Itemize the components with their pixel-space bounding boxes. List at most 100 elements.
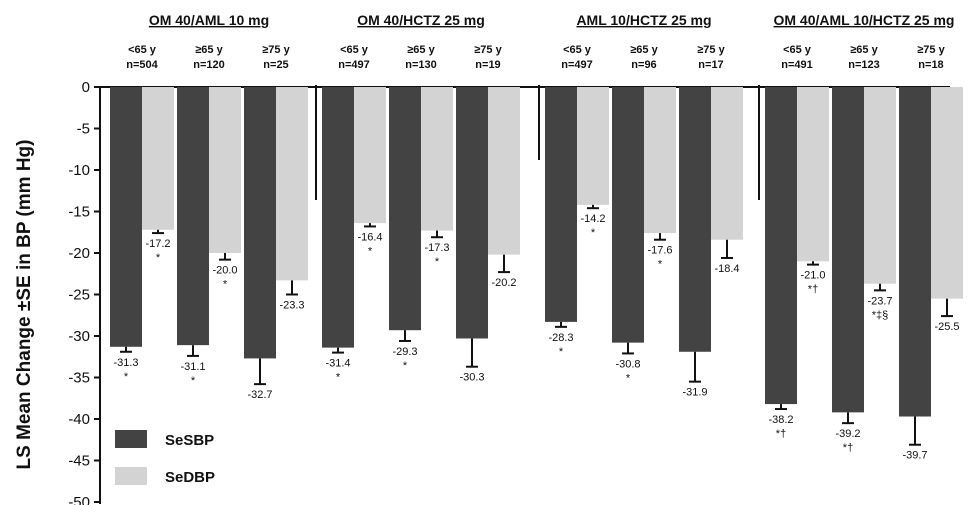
subgroup-age: ≥65 y <box>407 44 435 56</box>
dbp-significance-mark: * <box>368 245 373 257</box>
sbp-bar <box>899 87 931 417</box>
bars: -31.3 * -17.2 * -31.1 * -20.0 * -32.7 -23.3 -31.4 *… <box>110 87 963 462</box>
dbp-bar <box>354 87 386 224</box>
sbp-bar <box>456 87 488 339</box>
dbp-value-label: -17.2 <box>145 238 170 250</box>
dbp-bar <box>421 87 453 231</box>
subgroup-n: n=18 <box>918 59 943 71</box>
dbp-bar <box>276 87 308 281</box>
sbp-value-label: -38.2 <box>768 414 793 426</box>
group-separators <box>315 85 760 200</box>
sbp-significance-mark: *† <box>776 428 786 440</box>
dbp-significance-mark: * <box>591 227 596 239</box>
subgroup-headers: <65 y n=504 ≥65 y n=120 ≥75 y n=25 <65 y n=497 ≥… <box>126 44 945 71</box>
sbp-significance-mark: * <box>191 375 196 387</box>
subgroup-age: ≥65 y <box>630 44 658 56</box>
subgroup-n: n=17 <box>698 59 723 71</box>
sbp-significance-mark: * <box>336 372 341 384</box>
subgroup-n: n=497 <box>338 59 370 71</box>
dbp-value-label: -17.6 <box>647 245 672 257</box>
y-tick-label: -45 <box>68 453 90 470</box>
dbp-significance-mark: *† <box>808 284 818 296</box>
sbp-value-label: -32.7 <box>247 389 272 401</box>
subgroup-n: n=497 <box>561 59 593 71</box>
sbp-value-label: -30.8 <box>615 358 640 370</box>
sbp-significance-mark: *† <box>843 442 853 454</box>
subgroup-n: n=123 <box>848 59 880 71</box>
dbp-value-label: -20.0 <box>212 265 237 277</box>
dbp-value-label: -23.7 <box>867 295 892 307</box>
dbp-bar <box>488 87 520 255</box>
dbp-value-label: -16.4 <box>357 231 382 243</box>
sbp-bar <box>244 87 276 359</box>
subgroup-age: ≥75 y <box>474 44 502 56</box>
y-axis-label: LS Mean Change ±SE in BP (mm Hg) <box>14 140 35 470</box>
dbp-significance-mark: * <box>223 279 228 291</box>
sbp-value-label: -28.3 <box>548 332 573 344</box>
y-tick-label: -35 <box>68 370 90 387</box>
subgroup-n: n=25 <box>263 59 288 71</box>
dbp-value-label: -20.2 <box>491 277 516 289</box>
y-tick-label: -10 <box>68 162 90 179</box>
group-title: OM 40/HCTZ 25 mg <box>357 12 485 28</box>
dbp-bar <box>142 87 174 230</box>
dbp-bar <box>864 87 896 284</box>
sbp-bar <box>110 87 142 347</box>
subgroup-n: n=504 <box>126 59 158 71</box>
sbp-significance-mark: * <box>403 360 408 372</box>
y-tick-label: -50 <box>68 494 90 505</box>
subgroup-n: n=19 <box>475 59 500 71</box>
group-title: OM 40/AML 10/HCTZ 25 mg <box>773 12 954 28</box>
y-tick-label: -5 <box>77 121 90 138</box>
sbp-bar <box>389 87 421 331</box>
dbp-bar <box>931 87 963 299</box>
group-title: OM 40/AML 10 mg <box>149 12 269 28</box>
sbp-value-label: -39.2 <box>835 428 860 440</box>
dbp-bar <box>711 87 743 240</box>
sbp-significance-mark: * <box>124 371 129 383</box>
legend-label-sesbp: SeSBP <box>165 432 214 449</box>
sbp-significance-mark: * <box>626 372 631 384</box>
legend-swatch-sesbp <box>115 430 147 448</box>
legend: SeSBP SeDBP <box>115 430 215 486</box>
sbp-bar <box>177 87 209 346</box>
dbp-bar <box>797 87 829 262</box>
dbp-significance-mark: *‡§ <box>872 309 889 321</box>
y-tick-label: 0 <box>82 79 90 96</box>
dbp-value-label: -17.3 <box>424 242 449 254</box>
subgroup-age: <65 y <box>563 44 592 56</box>
subgroup-n: n=96 <box>631 59 656 71</box>
sbp-bar <box>322 87 354 348</box>
dbp-value-label: -23.3 <box>279 300 304 312</box>
y-tick-label: -40 <box>68 411 90 428</box>
subgroup-age: <65 y <box>128 44 157 56</box>
dbp-significance-mark: * <box>435 256 440 268</box>
sbp-value-label: -31.1 <box>180 361 205 373</box>
subgroup-age: ≥65 y <box>850 44 878 56</box>
y-tick-label: -25 <box>68 287 90 304</box>
group-titles: OM 40/AML 10 mg OM 40/HCTZ 25 mg AML 10/HC… <box>149 12 955 28</box>
sbp-bar <box>545 87 577 322</box>
sbp-bar <box>679 87 711 352</box>
sbp-value-label: -31.3 <box>113 357 138 369</box>
dbp-significance-mark: * <box>658 259 663 271</box>
sbp-value-label: -31.4 <box>325 358 350 370</box>
dbp-value-label: -21.0 <box>800 270 825 282</box>
sbp-value-label: -39.7 <box>902 450 927 462</box>
subgroup-age: <65 y <box>783 44 812 56</box>
subgroup-n: n=120 <box>193 59 225 71</box>
sbp-bar <box>612 87 644 343</box>
subgroup-n: n=491 <box>781 59 813 71</box>
legend-swatch-sedbp <box>115 467 147 485</box>
dbp-bar <box>209 87 241 253</box>
y-tick-label: -15 <box>68 204 90 221</box>
dbp-significance-mark: * <box>156 252 161 264</box>
sbp-value-label: -29.3 <box>392 346 417 358</box>
dbp-bar <box>644 87 676 234</box>
subgroup-age: ≥65 y <box>195 44 223 56</box>
dbp-value-label: -25.5 <box>934 321 959 333</box>
subgroup-age: <65 y <box>340 44 369 56</box>
legend-label-sedbp: SeDBP <box>165 469 215 486</box>
dbp-value-label: -18.4 <box>714 263 739 275</box>
subgroup-n: n=130 <box>405 59 437 71</box>
